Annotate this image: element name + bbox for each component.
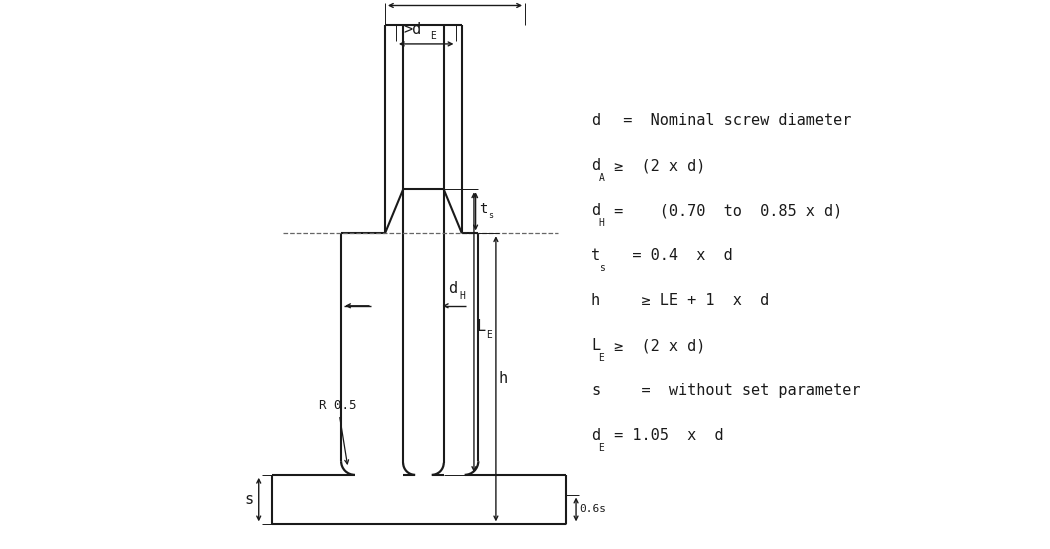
- Text: ≥  (2 x d): ≥ (2 x d): [605, 338, 706, 354]
- Text: d: d: [591, 158, 600, 173]
- Text: E: E: [486, 330, 492, 340]
- Text: R 0.5: R 0.5: [319, 399, 357, 464]
- Text: s: s: [598, 263, 605, 273]
- Text: L: L: [477, 319, 486, 334]
- Text: ≥ LE + 1  x  d: ≥ LE + 1 x d: [605, 293, 770, 309]
- Text: 0.6s: 0.6s: [579, 505, 606, 514]
- Text: t: t: [479, 201, 487, 216]
- Text: d: d: [591, 113, 600, 128]
- Text: H: H: [598, 218, 605, 228]
- Text: =  Nominal screw diameter: = Nominal screw diameter: [605, 113, 852, 128]
- Text: >d: >d: [403, 22, 422, 37]
- Text: d: d: [448, 281, 457, 296]
- Text: ≥  (2 x d): ≥ (2 x d): [605, 158, 706, 173]
- Text: d: d: [591, 428, 600, 444]
- Text: h: h: [499, 371, 508, 386]
- Text: =    (0.70  to  0.85 x d): = (0.70 to 0.85 x d): [605, 203, 842, 219]
- Text: t: t: [591, 248, 600, 264]
- Text: A: A: [598, 173, 605, 183]
- Text: = 1.05  x  d: = 1.05 x d: [605, 428, 723, 444]
- Text: E: E: [598, 443, 605, 453]
- Text: s: s: [245, 492, 253, 507]
- Text: =  without set parameter: = without set parameter: [605, 383, 861, 399]
- Text: = 0.4  x  d: = 0.4 x d: [605, 248, 733, 264]
- Text: d: d: [591, 203, 600, 219]
- Text: s: s: [488, 211, 493, 220]
- Text: E: E: [598, 353, 605, 363]
- Text: h: h: [591, 293, 600, 309]
- Text: H: H: [459, 292, 465, 301]
- Text: s: s: [591, 383, 600, 399]
- Text: L: L: [591, 338, 600, 354]
- Text: E: E: [429, 31, 436, 41]
